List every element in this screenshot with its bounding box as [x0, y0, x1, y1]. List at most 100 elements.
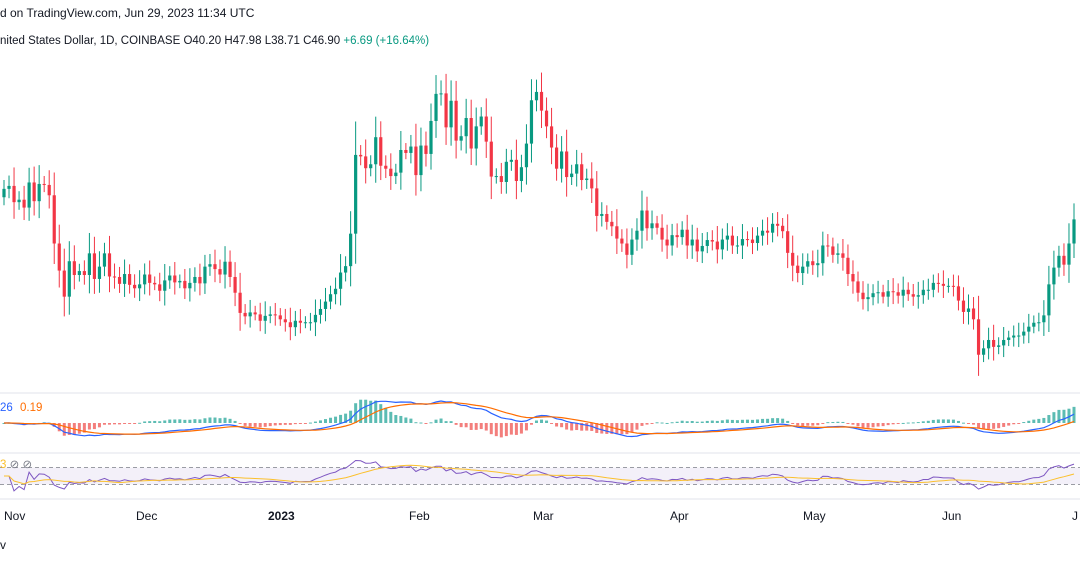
x-tick-label: May — [803, 509, 826, 523]
candle-body — [891, 291, 895, 293]
candle-body — [765, 230, 770, 233]
x-tick-label: Jun — [942, 509, 961, 523]
macd-histogram-bar — [459, 423, 463, 428]
macd-histogram-bar — [1047, 415, 1051, 423]
candle-body — [238, 292, 242, 313]
macd-histogram-bar — [555, 423, 559, 427]
candle-body — [449, 100, 453, 128]
candle-body — [791, 252, 795, 266]
macd-histogram-bar — [439, 418, 443, 423]
macd-histogram-bar — [891, 423, 895, 425]
macd-histogram-bar — [529, 423, 533, 425]
rsi-pane — [0, 459, 1080, 492]
macd-histogram-bar — [313, 421, 317, 423]
candle-body — [1007, 337, 1011, 340]
macd-histogram-bar — [575, 423, 579, 431]
rsi-ma-line — [4, 464, 1075, 485]
candle-body — [871, 293, 875, 298]
candle-body — [1047, 284, 1051, 316]
macd-histogram-bar — [489, 423, 493, 435]
candle-body — [102, 253, 107, 267]
macd-histogram-bar — [841, 421, 845, 423]
candle-body — [138, 284, 142, 289]
macd-histogram-bar — [303, 423, 307, 424]
macd-histogram-bar — [881, 423, 885, 427]
open-value: O40.20 — [183, 35, 222, 47]
macd-histogram-bar — [359, 399, 363, 423]
x-tick-label: Dec — [136, 509, 157, 523]
macd-histogram-bar — [690, 420, 694, 423]
macd-histogram-bar — [831, 421, 835, 423]
candle-body — [856, 281, 860, 293]
macd-histogram-bar — [1017, 423, 1021, 424]
candle-body — [484, 116, 488, 142]
candle-body — [419, 145, 423, 176]
macd-histogram-bar — [394, 415, 398, 423]
candle-body — [439, 93, 443, 95]
candle-body — [42, 183, 46, 185]
candle-body — [278, 315, 282, 320]
macd-histogram-bar — [585, 423, 589, 431]
candle-body — [740, 239, 745, 246]
candle-body — [936, 282, 940, 284]
macd-histogram-bar — [956, 420, 960, 423]
macd-histogram-bar — [901, 422, 905, 424]
candle-body — [801, 266, 805, 274]
macd-histogram-bar — [846, 423, 850, 424]
macd-value: 26 — [0, 402, 13, 414]
macd-histogram-bar — [334, 416, 338, 423]
candle-body — [369, 164, 373, 169]
candle-body — [620, 238, 624, 244]
candle-body — [886, 291, 890, 297]
candle-body — [459, 136, 463, 141]
macd-histogram-bar — [540, 419, 544, 423]
candle-body — [585, 178, 589, 181]
macd-histogram-bar — [992, 423, 996, 429]
macd-histogram-bar — [740, 419, 744, 423]
macd-histogram-bar — [414, 422, 418, 424]
candle-body — [770, 223, 775, 233]
macd-histogram-bar — [650, 423, 654, 424]
low-value: L38.71 — [264, 35, 300, 47]
macd-histogram-bar — [610, 423, 614, 434]
macd-histogram-bar — [208, 417, 212, 423]
macd-histogram-bar — [951, 419, 955, 423]
macd-histogram-bar — [560, 423, 564, 428]
macd-histogram-bar — [735, 420, 739, 423]
candle-body — [429, 120, 433, 154]
candle-body — [1017, 335, 1021, 337]
candle-body — [565, 151, 569, 178]
macd-histogram-bar — [745, 419, 749, 423]
candle-body — [464, 118, 468, 137]
candle-body — [826, 245, 830, 247]
macd-histogram-bar — [570, 423, 574, 431]
candle-body — [504, 161, 508, 182]
candle-body — [841, 253, 845, 258]
candle-body — [143, 274, 147, 285]
candle-body — [479, 116, 483, 127]
candle-body — [861, 292, 865, 300]
x-axis: Nov Dec 2023 Feb Mar Apr May Jun J — [4, 509, 1078, 523]
macd-histogram-bar — [258, 423, 262, 428]
candle-body — [745, 239, 750, 241]
candle-body — [1052, 267, 1056, 285]
candle-body — [821, 245, 825, 264]
candle-body — [635, 230, 639, 240]
candle-body — [404, 149, 408, 153]
macd-histogram-bar — [52, 423, 56, 427]
candle-body — [650, 223, 654, 229]
macd-histogram-bar — [861, 423, 865, 428]
macd-histogram-bar — [344, 413, 348, 423]
candle-body — [595, 188, 599, 216]
candle-body — [434, 93, 438, 121]
macd-histogram-bar — [916, 422, 920, 424]
macd-histogram-bar — [826, 422, 830, 424]
candle-body — [359, 154, 363, 157]
macd-histogram-bar — [188, 419, 192, 423]
macd-histogram-bar — [921, 421, 925, 423]
macd-histogram-bar — [107, 423, 111, 425]
macd-histogram-bar — [836, 421, 840, 423]
macd-histogram-bar — [580, 423, 584, 431]
macd-histogram-bar — [801, 423, 805, 427]
macd-histogram-bar — [600, 423, 604, 434]
